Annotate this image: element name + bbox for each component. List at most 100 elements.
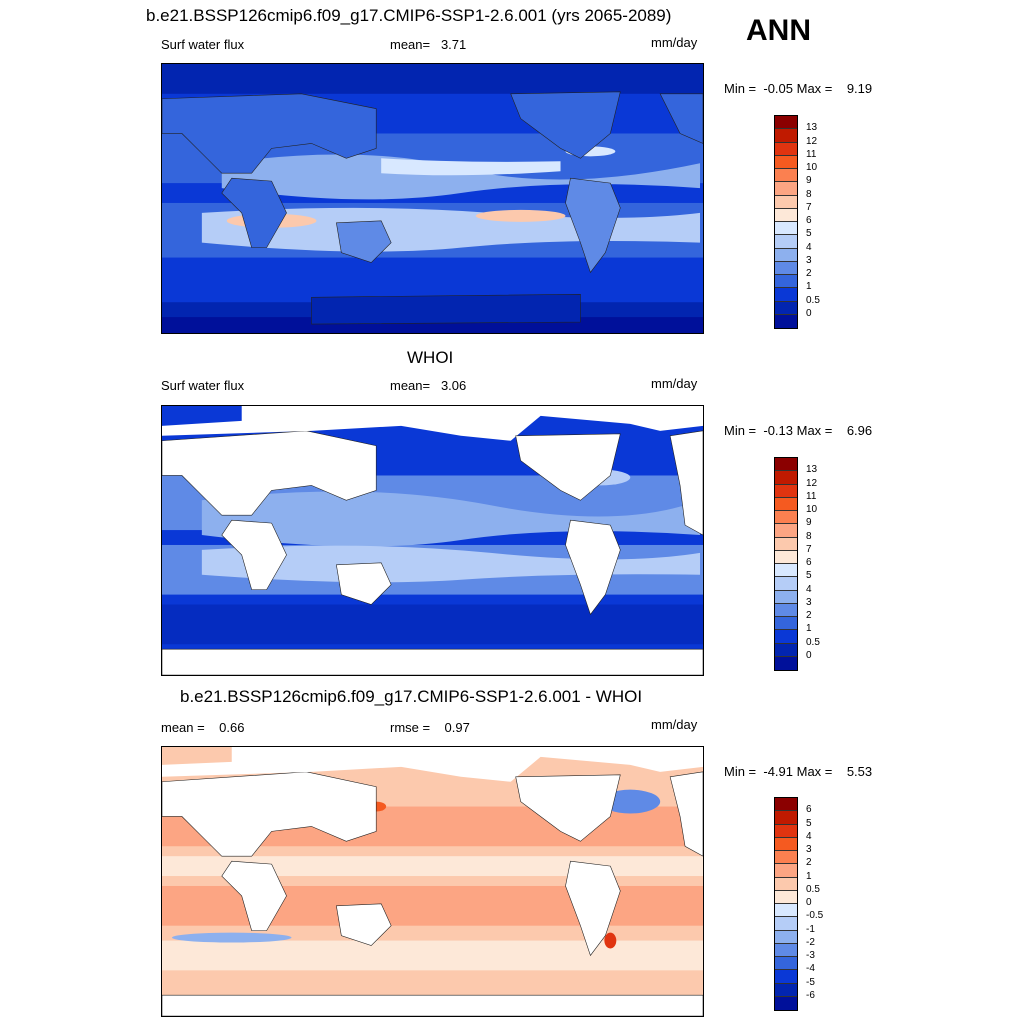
colorbar-tick-label: 0: [806, 649, 812, 661]
colorbar-swatch: [775, 248, 797, 262]
colorbar-swatch: [775, 537, 797, 551]
colorbar-tick-label: 11: [806, 148, 817, 160]
panel3-rmse: rmse = 0.97: [390, 720, 470, 735]
colorbar-swatch: [775, 195, 797, 209]
colorbar-swatch: [775, 129, 797, 143]
colorbar-swatch: [775, 643, 797, 657]
colorbar-tick-label: 11: [806, 490, 817, 502]
colorbar-swatch: [775, 837, 797, 851]
panel2-minmax: Min = -0.13 Max = 6.96: [724, 423, 873, 438]
colorbar-tick-label: -1: [806, 923, 815, 935]
panel1-variable-label: Surf water flux: [161, 37, 245, 52]
colorbar-tick-label: -0.5: [806, 910, 824, 922]
colorbar-swatch: [775, 656, 797, 670]
colorbar-tick-label: 13: [806, 464, 818, 476]
colorbar-swatch: [775, 550, 797, 564]
colorbar-swatch: [775, 904, 797, 918]
colorbar-swatch: [775, 851, 797, 865]
colorbar-swatch: [775, 142, 797, 156]
colorbar-swatch: [775, 458, 797, 472]
colorbar-swatch: [775, 943, 797, 957]
colorbar-swatch: [775, 511, 797, 525]
panel1-mean: mean= 3.71: [390, 37, 467, 52]
colorbar-swatch: [775, 864, 797, 878]
colorbar-swatch: [775, 222, 797, 236]
colorbar-tick-label: 6: [806, 557, 812, 568]
colorbar-swatch: [775, 811, 797, 825]
panel1-model-map: [161, 63, 704, 334]
panel2-colorbar: [774, 457, 798, 671]
colorbar-swatch: [775, 208, 797, 222]
colorbar-tick-label: 3: [806, 844, 812, 855]
panel3-colorbar: [774, 797, 798, 1011]
colorbar-tick-label: 8: [806, 530, 812, 542]
panel3-units: mm/day: [651, 717, 698, 732]
colorbar-tick-label: 10: [806, 162, 818, 173]
colorbar-swatch: [775, 617, 797, 631]
colorbar-swatch: [775, 182, 797, 196]
colorbar-tick-label: 2: [806, 857, 812, 869]
colorbar-tick-label: 3: [806, 596, 812, 608]
season-label: ANN: [746, 14, 811, 47]
colorbar-tick-label: 0: [806, 307, 812, 319]
colorbar-tick-label: 1: [806, 870, 812, 882]
colorbar-swatch: [775, 235, 797, 249]
colorbar-swatch: [775, 169, 797, 183]
colorbar-tick-label: 6: [806, 215, 812, 226]
panel3-difference-map: [161, 746, 704, 1017]
colorbar-tick-label: 0: [806, 897, 812, 908]
colorbar-swatch: [775, 261, 797, 275]
colorbar-tick-label: 8: [806, 188, 812, 200]
colorbar-tick-label: -3: [806, 950, 815, 961]
colorbar-swatch: [775, 630, 797, 644]
colorbar-tick-label: 1: [806, 623, 812, 635]
colorbar-swatch: [775, 590, 797, 604]
colorbar-tick-label: 12: [806, 135, 818, 147]
colorbar-swatch: [775, 275, 797, 289]
colorbar-swatch: [775, 116, 797, 130]
colorbar-tick-label: -2: [806, 936, 815, 948]
colorbar-tick-label: 3: [806, 254, 812, 266]
colorbar-swatch: [775, 970, 797, 984]
colorbar-swatch: [775, 471, 797, 485]
colorbar-swatch: [775, 983, 797, 997]
colorbar-swatch: [775, 917, 797, 931]
colorbar-tick-label: 9: [806, 517, 812, 529]
colorbar-tick-label: 0.5: [806, 883, 820, 895]
colorbar-swatch: [775, 798, 797, 812]
panel1-title: b.e21.BSSP126cmip6.f09_g17.CMIP6-SSP1-2.…: [146, 6, 672, 25]
colorbar-tick-label: 2: [806, 268, 812, 279]
colorbar-swatch: [775, 301, 797, 315]
colorbar-tick-label: 4: [806, 241, 812, 253]
panel3-title: b.e21.BSSP126cmip6.f09_g17.CMIP6-SSP1-2.…: [180, 687, 643, 706]
panel2-title: WHOI: [407, 348, 454, 367]
colorbar-tick-label: 7: [806, 201, 812, 213]
panel1-minmax: Min = -0.05 Max = 9.19: [724, 81, 873, 96]
colorbar-tick-label: 12: [806, 477, 818, 489]
colorbar-tick-label: 4: [806, 583, 812, 595]
colorbar-tick-label: 2: [806, 610, 812, 621]
colorbar-swatch: [775, 890, 797, 904]
colorbar-swatch: [775, 996, 797, 1010]
colorbar-swatch: [775, 288, 797, 302]
colorbar-tick-label: 10: [806, 504, 818, 515]
colorbar-tick-label: 7: [806, 543, 812, 555]
colorbar-swatch: [775, 524, 797, 538]
panel3-minmax: Min = -4.91 Max = 5.53: [724, 764, 873, 779]
panel2-units: mm/day: [651, 376, 698, 391]
colorbar-swatch: [775, 957, 797, 971]
colorbar-swatch: [775, 497, 797, 511]
colorbar-tick-label: 0.5: [806, 636, 820, 648]
panel3-mean: mean = 0.66: [161, 720, 245, 735]
colorbar-tick-label: 0.5: [806, 294, 820, 306]
panel2-obs-map: [161, 405, 704, 676]
colorbar-swatch: [775, 930, 797, 944]
panel2-variable-label: Surf water flux: [161, 378, 245, 393]
colorbar-tick-label: 5: [806, 817, 812, 829]
colorbar-swatch: [775, 314, 797, 328]
colorbar-tick-label: 6: [806, 804, 812, 816]
panel1-colorbar: [774, 115, 798, 329]
colorbar-swatch: [775, 877, 797, 891]
colorbar-swatch: [775, 484, 797, 498]
colorbar-swatch: [775, 155, 797, 169]
